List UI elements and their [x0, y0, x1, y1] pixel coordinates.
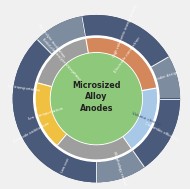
Text: Low cost: Low cost [60, 157, 71, 173]
Wedge shape [36, 83, 66, 145]
Text: Volume change: Volume change [131, 111, 161, 126]
Text: Coulombic efficiency: Coulombic efficiency [144, 122, 179, 142]
Text: Ion transportation: Ion transportation [7, 84, 40, 93]
Wedge shape [13, 40, 51, 99]
Wedge shape [151, 57, 179, 99]
Text: Electrode conduction: Electrode conduction [113, 36, 141, 74]
Wedge shape [86, 39, 156, 91]
Circle shape [13, 16, 179, 182]
Text: Electrode architecture: Electrode architecture [13, 122, 51, 144]
Wedge shape [123, 88, 156, 148]
Text: High volumetric energy density: High volumetric energy density [112, 4, 138, 58]
Circle shape [51, 53, 142, 145]
Wedge shape [38, 17, 85, 54]
Wedge shape [58, 135, 131, 159]
Circle shape [51, 54, 141, 144]
Text: Solid-electrolyte Interphase: Solid-electrolyte Interphase [40, 37, 81, 81]
Wedge shape [38, 40, 88, 87]
Circle shape [34, 36, 159, 161]
Wedge shape [82, 16, 168, 67]
Text: Ion transportation: Ion transportation [27, 107, 63, 122]
Text: Binder design: Binder design [154, 70, 179, 82]
Text: Electrolyte modulation: Electrolyte modulation [37, 23, 66, 58]
Wedge shape [96, 151, 144, 182]
Text: Morphology control: Morphology control [112, 151, 126, 186]
Wedge shape [13, 99, 96, 182]
Text: Microsized
Alloy
Anodes: Microsized Alloy Anodes [72, 81, 121, 113]
Wedge shape [133, 99, 179, 167]
